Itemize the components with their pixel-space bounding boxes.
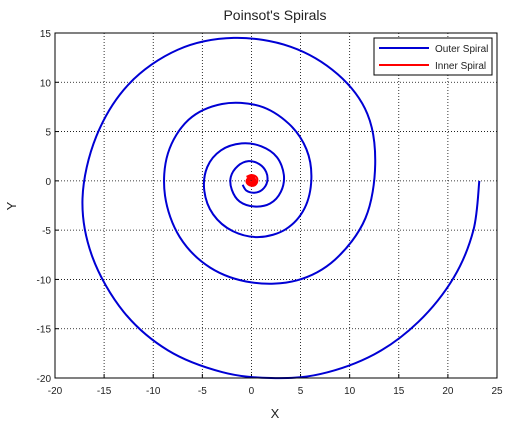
x-tick-label: 15 <box>393 386 405 397</box>
inner-spiral-line <box>245 173 259 187</box>
y-tick-label: -10 <box>37 275 52 286</box>
legend-box <box>373 37 493 76</box>
grid <box>54 32 498 379</box>
legend: Outer Spiral Inner Spiral <box>373 37 493 76</box>
x-tick-label: 5 <box>298 386 304 397</box>
x-tick-label: -15 <box>97 386 112 397</box>
x-tick-label: -5 <box>198 386 207 397</box>
y-tick-label: -15 <box>37 325 52 336</box>
y-tick-label: 5 <box>45 128 51 139</box>
y-tick-label: 0 <box>45 177 51 188</box>
outer-spiral-line <box>81 36 481 380</box>
y-tick-label: -20 <box>37 374 52 385</box>
x-tick-label: 20 <box>442 386 454 397</box>
chart-title: Poinsot's Spirals <box>223 7 326 23</box>
x-tick-label: -20 <box>48 386 63 397</box>
y-tick-label: 10 <box>40 78 52 89</box>
y-tick-label: -5 <box>42 226 51 237</box>
x-tick-label: 0 <box>249 386 255 397</box>
y-axis-label: Y <box>4 201 19 210</box>
plot-frame <box>54 32 498 379</box>
legend-label-inner: Inner Spiral <box>435 61 486 72</box>
x-tick-label: -10 <box>146 386 161 397</box>
x-axis-label: X <box>271 406 280 421</box>
legend-label-outer: Outer Spiral <box>435 44 488 55</box>
axis-ticks: -20 -15 -10 -5 0 5 10 15 20 25 15 10 5 0 -5 -10 -15 -20 <box>37 29 503 397</box>
series-group <box>81 36 481 380</box>
x-tick-label: 25 <box>491 386 503 397</box>
x-tick-label: 10 <box>344 386 356 397</box>
y-tick-label: 15 <box>40 29 52 40</box>
